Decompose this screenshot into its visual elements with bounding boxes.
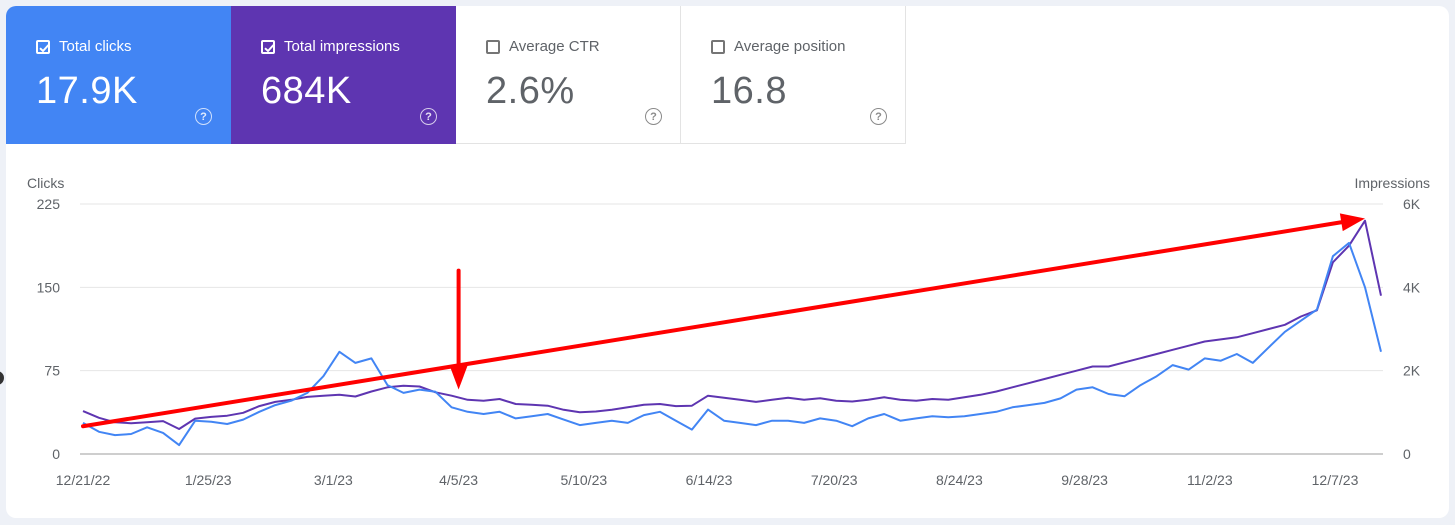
card-label: Average position: [734, 38, 846, 55]
right-tick-label: 0: [1403, 446, 1411, 462]
card-average-position[interactable]: Average position 16.8 ?: [681, 6, 906, 144]
right-tick-label: 2K: [1403, 363, 1421, 379]
help-icon[interactable]: ?: [195, 108, 212, 125]
trend-arrow-head: [1339, 213, 1365, 232]
x-tick-label: 9/28/23: [1061, 472, 1108, 488]
checkbox-unchecked-icon[interactable]: [711, 39, 725, 54]
checkbox-checked-icon[interactable]: [261, 39, 275, 54]
impressions-series-line: [82, 219, 1382, 430]
marker-arrow-head: [449, 365, 468, 390]
x-tick-label: 7/20/23: [811, 472, 858, 488]
card-value: 17.9K: [36, 70, 138, 112]
right-tick-label: 6K: [1403, 196, 1421, 212]
x-tick-label: 1/25/23: [185, 472, 232, 488]
performance-panel: Total clicks 17.9K ? Total impressions 6…: [6, 6, 1449, 518]
scroll-handle-icon[interactable]: [0, 371, 4, 385]
x-tick-label: 5/10/23: [560, 472, 607, 488]
card-total-clicks[interactable]: Total clicks 17.9K ?: [6, 6, 231, 144]
x-tick-label: 12/7/23: [1312, 472, 1359, 488]
card-average-ctr[interactable]: Average CTR 2.6% ?: [456, 6, 681, 144]
help-icon[interactable]: ?: [870, 108, 887, 125]
x-tick-label: 12/21/22: [56, 472, 111, 488]
x-tick-label: 3/1/23: [314, 472, 353, 488]
right-axis-label: Impressions: [1355, 175, 1430, 191]
card-label: Total impressions: [284, 38, 400, 55]
help-icon[interactable]: ?: [420, 108, 437, 125]
card-value: 16.8: [711, 70, 787, 112]
card-total-impressions[interactable]: Total impressions 684K ?: [231, 6, 456, 144]
card-label: Average CTR: [509, 38, 600, 55]
card-value: 2.6%: [486, 70, 575, 112]
card-label: Total clicks: [59, 38, 132, 55]
trend-arrow-shaft: [81, 220, 1344, 429]
left-tick-label: 225: [37, 196, 61, 212]
x-tick-label: 8/24/23: [936, 472, 983, 488]
card-value: 684K: [261, 70, 352, 112]
x-tick-label: 11/2/23: [1187, 472, 1233, 488]
x-tick-label: 4/5/23: [439, 472, 478, 488]
left-tick-label: 0: [52, 446, 60, 462]
card-header: Average CTR: [486, 38, 600, 55]
checkbox-unchecked-icon[interactable]: [486, 39, 500, 54]
metric-cards: Total clicks 17.9K ? Total impressions 6…: [6, 6, 906, 144]
card-header: Total clicks: [36, 38, 132, 55]
right-tick-label: 4K: [1403, 279, 1421, 295]
card-header: Average position: [711, 38, 845, 55]
card-header: Total impressions: [261, 38, 400, 55]
checkbox-checked-icon[interactable]: [36, 39, 50, 54]
x-tick-label: 6/14/23: [686, 472, 733, 488]
left-axis-label: Clicks: [27, 175, 64, 191]
clicks-series-line: [82, 241, 1382, 447]
left-tick-label: 75: [44, 363, 60, 379]
left-tick-label: 150: [37, 279, 61, 295]
help-icon[interactable]: ?: [645, 108, 662, 125]
